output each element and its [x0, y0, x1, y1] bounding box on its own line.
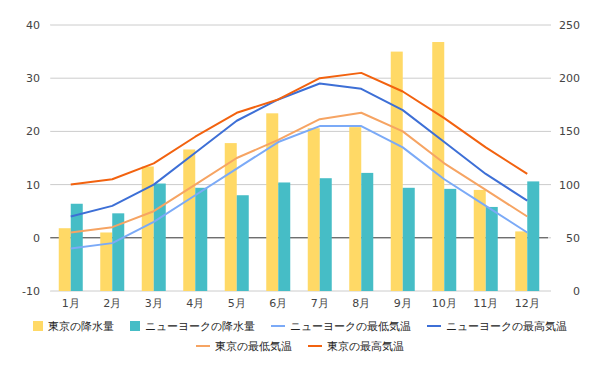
bar: [515, 231, 527, 291]
legend-swatch: [130, 321, 140, 331]
y2-tick-label: 150: [559, 125, 580, 138]
line: [71, 73, 528, 185]
y2-tick-label: 200: [559, 72, 580, 85]
legend-label: ニューヨークの最低気温: [290, 320, 411, 333]
y2-tick: [548, 184, 551, 185]
legend-label: ニューヨークの最高気温: [446, 320, 567, 333]
bar: [403, 188, 415, 291]
legend-label: ニューヨークの降水量: [145, 320, 255, 333]
x-tick-label: 11月: [473, 297, 498, 310]
grid-line: [50, 131, 548, 132]
bar: [278, 182, 290, 291]
legend-item: ニューヨークの最高気温: [427, 320, 567, 333]
x-tick-label: 3月: [145, 297, 163, 310]
grid: [50, 25, 548, 291]
x-tick-label: 12月: [515, 297, 540, 310]
legend-item: ニューヨークの最低気温: [271, 320, 411, 333]
y2-tick-label: 250: [559, 19, 580, 32]
bar: [237, 195, 249, 291]
bar: [308, 128, 320, 291]
grid-line: [50, 25, 548, 26]
x-tick-label: 10月: [432, 297, 457, 310]
legend-swatch: [427, 325, 441, 327]
x-tick-label: 8月: [352, 297, 370, 310]
legend-label: 東京の最低気温: [215, 340, 292, 353]
x-tick-label: 1月: [62, 297, 80, 310]
line: [71, 113, 528, 233]
y2-tick-label: 0: [573, 285, 580, 298]
y-tick-label: 10: [26, 179, 40, 192]
bar: [195, 188, 207, 291]
bar: [183, 149, 195, 291]
legend-swatch: [196, 345, 210, 347]
legend-item: ニューヨークの降水量: [130, 320, 255, 333]
y-tick-label: 40: [26, 19, 40, 32]
x-tick-label: 4月: [186, 297, 204, 310]
y2-tick: [548, 131, 551, 132]
bar: [444, 189, 456, 291]
chart: -10 0 10 20 30 40 0 50 100 150 200 250 1月 2月 3月 4月 5月 6月 7…: [0, 0, 600, 371]
legend-item: 東京の降水量: [33, 320, 114, 333]
y2-tick: [548, 237, 551, 238]
legend: 東京の降水量 ニューヨークの降水量 ニューヨークの最低気温 ニューヨークの最高気温東京…: [33, 320, 567, 353]
bar: [100, 232, 112, 291]
legend-item: 東京の最低気温: [196, 340, 292, 353]
bar: [59, 228, 71, 291]
y-tick-label: 30: [26, 72, 40, 85]
bar: [486, 207, 498, 291]
legend-swatch: [271, 325, 285, 327]
legend-label: 東京の降水量: [48, 320, 114, 333]
legend-item: 東京の最高気温: [308, 340, 404, 353]
line: [71, 84, 528, 217]
y-tick-label: 20: [26, 125, 40, 138]
x-tick-label: 2月: [103, 297, 121, 310]
y-axis-line: [50, 25, 51, 291]
bar: [527, 181, 539, 291]
y2-tick: [548, 25, 551, 26]
y-tick-label: -10: [22, 285, 40, 298]
bar: [432, 42, 444, 291]
plot-area: [59, 42, 540, 291]
bar: [349, 127, 361, 291]
y-tick-label: 0: [33, 232, 40, 245]
line: [71, 126, 528, 248]
bar: [361, 173, 373, 291]
x-tick-label: 7月: [311, 297, 329, 310]
y2-tick: [548, 291, 551, 292]
grid-line: [50, 291, 548, 292]
x-tick-label: 9月: [394, 297, 412, 310]
legend-label: 東京の最高気温: [327, 340, 404, 353]
y2-tick-label: 50: [566, 232, 580, 245]
grid-line: [50, 184, 548, 185]
grid-line: [50, 78, 548, 79]
bar: [154, 184, 166, 291]
x-tick-label: 6月: [269, 297, 287, 310]
y2-tick: [548, 78, 551, 79]
legend-swatch: [308, 345, 322, 347]
x-tick-label: 5月: [228, 297, 246, 310]
legend-swatch: [33, 321, 43, 331]
y2-tick-label: 100: [559, 179, 580, 192]
bar: [320, 178, 332, 291]
